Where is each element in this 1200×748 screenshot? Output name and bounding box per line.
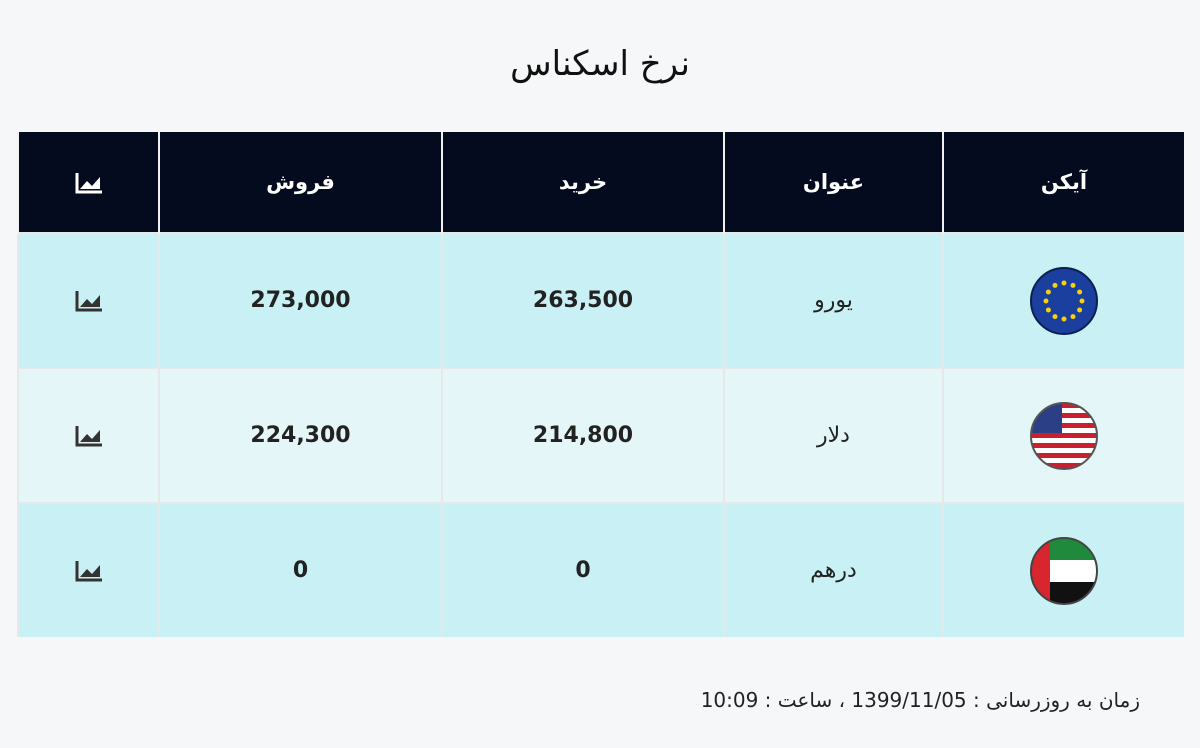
icon-cell [942, 502, 1184, 637]
rate-row: یورو 263,500 273,000 [17, 232, 1184, 368]
rate-row: دلار 214,800 224,300 [17, 367, 1184, 503]
sell-price: 224,300 [158, 367, 442, 503]
header-cell: خرید [441, 132, 724, 233]
chart-cell[interactable] [17, 232, 159, 368]
update-time: زمان به روزرسانی : 1399/11/05 ، ساعت : 1… [700, 688, 1140, 712]
chart-cell[interactable] [17, 367, 159, 503]
euro-flag [1030, 266, 1098, 335]
sell-price: 273,000 [158, 232, 442, 368]
currency-name: درهم [723, 502, 943, 637]
header-cell: عنوان [723, 132, 943, 233]
chart-icon[interactable] [74, 559, 104, 583]
header-cell: فروش [158, 132, 442, 233]
chart-icon[interactable] [74, 424, 104, 448]
buy-price: 263,500 [441, 232, 724, 368]
header-cell [17, 132, 159, 233]
rates-table: آیکن عنوان خرید فروش یورو 263,500 273,00… [17, 132, 1184, 637]
header-row: آیکن عنوان خرید فروش [17, 132, 1184, 233]
buy-price: 214,800 [441, 367, 724, 503]
uae-flag [1030, 536, 1098, 605]
chart-icon [75, 172, 102, 193]
chart-cell[interactable] [17, 502, 159, 637]
currency-name: دلار [723, 367, 943, 503]
header-cell: آیکن [942, 132, 1184, 233]
sell-price: 0 [158, 502, 442, 637]
rate-row: درهم 0 0 [17, 502, 1184, 637]
chart-icon[interactable] [74, 289, 104, 313]
buy-price: 0 [441, 502, 724, 637]
icon-cell [942, 367, 1184, 503]
currency-name: یورو [723, 232, 943, 368]
icon-cell [942, 232, 1184, 368]
page-title: نرخ اسکناس [510, 44, 690, 84]
usa-flag [1030, 401, 1098, 470]
